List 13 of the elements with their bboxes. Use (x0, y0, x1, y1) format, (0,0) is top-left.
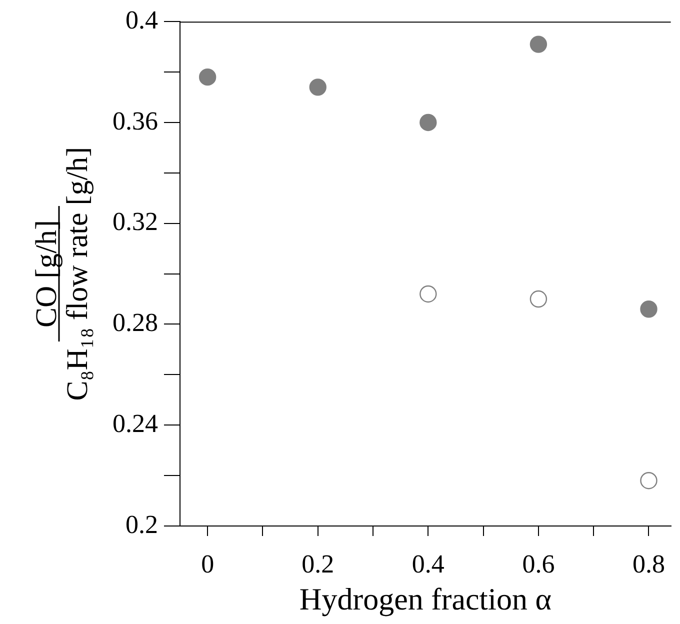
x-axis-title: Hydrogen fraction α (299, 582, 552, 617)
x-tick-label: 0.6 (522, 549, 555, 578)
x-tick-label: 0.2 (302, 549, 334, 578)
y-tick-label: 0.24 (112, 408, 158, 438)
y-tick-label: 0.32 (112, 207, 158, 236)
y-tick-label: 0.36 (112, 106, 158, 136)
x-tick-label: 0 (201, 549, 214, 578)
y-tick-label: 0.2 (126, 510, 158, 539)
y-tick-label: 0.28 (112, 308, 158, 338)
x-tick-label: 0.4 (412, 549, 444, 578)
x-tick-label: 0.8 (632, 549, 665, 578)
y-tick-label: 0.4 (126, 5, 158, 34)
y-axis-title: CO [g/h] C₈H₁₈ flow rate [g/h] (30, 146, 94, 401)
